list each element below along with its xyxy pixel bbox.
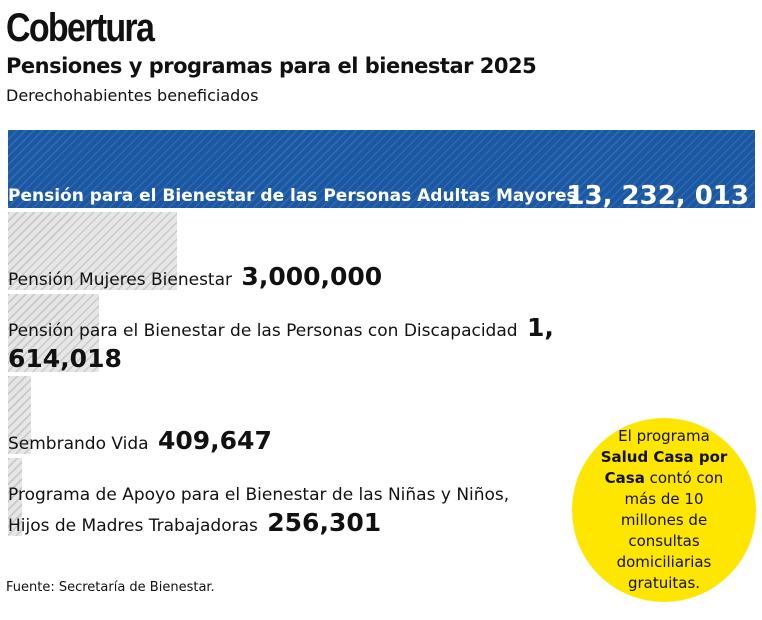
note-text: contó con más de 10 millones de consulta…	[616, 469, 724, 592]
bar-row: Pensión para el Bienestar de las Persona…	[8, 130, 755, 210]
note-text: El programa	[618, 427, 710, 445]
bar	[8, 294, 100, 372]
bar-label: Pensión Mujeres Bienestar 3,000,000	[8, 263, 648, 294]
bar-label: Pensión para el Bienestar de las Persona…	[8, 314, 648, 376]
value-label: 13, 232, 013	[566, 181, 749, 211]
subtitle: Pensiones y programas para el bienestar …	[6, 54, 537, 78]
category-label: Pensión para el Bienestar de las Persona…	[8, 321, 518, 341]
category-label: Sembrando Vida	[8, 434, 149, 454]
bar-row: Pensión Mujeres Bienestar 3,000,000	[8, 212, 755, 290]
bar-label: Pensión para el Bienestar de las Persona…	[8, 183, 749, 210]
category-label: Pensión Mujeres Bienestar	[8, 270, 233, 290]
note-bubble: El programa Salud Casa por Casa contó co…	[572, 418, 756, 602]
category-label: Pensión para el Bienestar de las Persona…	[8, 186, 577, 206]
category-label: Programa de Apoyo para el Bienestar de l…	[8, 485, 510, 536]
caption: Derechohabientes beneficiados	[6, 86, 259, 105]
bar-label: Sembrando Vida 409,647	[8, 427, 648, 458]
bar-row: Sembrando Vida 409,647	[8, 376, 755, 454]
bar	[8, 458, 23, 536]
value-label: 3,000,000	[241, 262, 383, 291]
value-label: 1, 614,018	[8, 313, 554, 373]
bar-label: Programa de Apoyo para el Bienestar de l…	[8, 482, 528, 540]
value-label: 256,301	[267, 508, 382, 537]
bar-row: Pensión para el Bienestar de las Persona…	[8, 294, 755, 372]
note: El programa Salud Casa por Casa contó co…	[594, 426, 734, 594]
bar	[8, 376, 32, 454]
note-bold: Salud Casa por Casa	[600, 448, 728, 487]
source: Fuente: Secretaría de Bienestar.	[6, 580, 215, 595]
bar	[8, 212, 178, 290]
bar-row: Programa de Apoyo para el Bienestar de l…	[8, 458, 755, 536]
bar	[8, 130, 755, 208]
value-label: 409,647	[157, 426, 272, 455]
title: Cobertura	[6, 6, 155, 50]
